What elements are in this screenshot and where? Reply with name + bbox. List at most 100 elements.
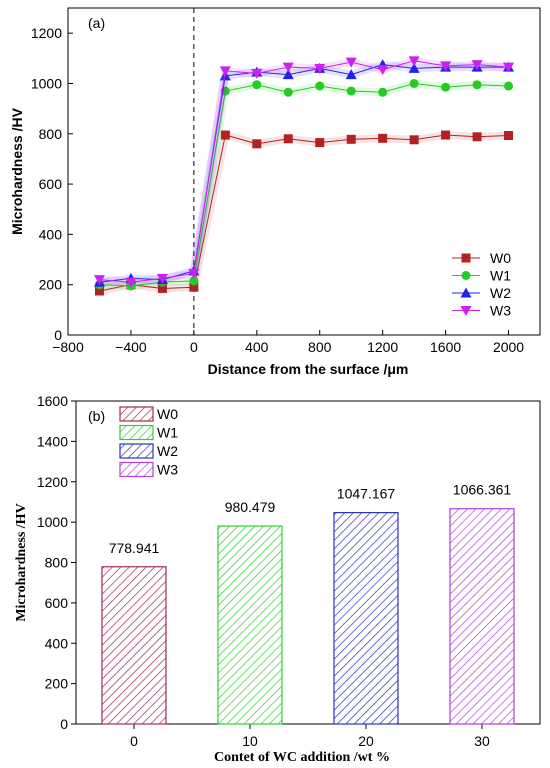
chart-b-legend-item-w0: W0 <box>119 406 178 422</box>
chart-b-legend-label: W0 <box>157 406 178 422</box>
chart-a-data-point <box>472 80 482 90</box>
chart-b-bar <box>101 566 167 725</box>
chart-a-series-line <box>99 64 509 283</box>
chart-b-y-tick-label: 1200 <box>37 474 68 490</box>
chart-a-data-point <box>283 134 293 144</box>
chart-a-data-point <box>408 62 420 73</box>
chart-a-data-point <box>471 60 483 71</box>
chart-b-y-tick-label: 200 <box>45 676 69 692</box>
chart-a-data-point <box>94 286 104 296</box>
chart-a-data-point <box>408 56 420 67</box>
chart-a-y-tick-label: 600 <box>39 176 63 192</box>
chart-b-bar-group-20: 1047.167 <box>333 486 399 725</box>
chart-b-bar-value-label: 1047.167 <box>337 486 396 502</box>
chart-b-y-tick-label: 0 <box>60 716 68 732</box>
chart-b-bar-value-label: 980.479 <box>225 499 276 515</box>
chart-a-x-tick-label: 400 <box>245 339 269 355</box>
chart-a-data-point <box>409 135 419 145</box>
chart-a-data-point <box>220 130 230 140</box>
chart-b-y-axis-title: Microhardness /HV <box>14 503 29 621</box>
chart-b-y-tick-label: 600 <box>45 595 69 611</box>
chart-a-x-tick-label: 1600 <box>430 339 461 355</box>
chart-a-data-point <box>282 62 294 73</box>
chart-a-data-point <box>93 275 105 286</box>
chart-a-data-point <box>345 57 357 68</box>
chart-a-series-line <box>99 60 509 283</box>
chart-b-bar-value-label: 1066.361 <box>453 482 512 498</box>
chart-a-data-point <box>346 134 356 144</box>
chart-a-data-point <box>378 87 388 97</box>
chart-a-series-halo <box>98 60 509 287</box>
chart-a-y-tick-label: 0 <box>54 327 62 343</box>
chart-a-y-tick-label: 400 <box>39 226 63 242</box>
chart-b-y-tick-label: 1400 <box>37 433 68 449</box>
chart-b-legend-swatch <box>119 461 154 478</box>
chart-b-x-tick-label: 0 <box>130 733 138 749</box>
chart-b-x-ticks: 0 10 20 30 <box>130 724 490 749</box>
chart-a-data-point <box>282 69 294 80</box>
chart-a-data-point <box>441 82 451 92</box>
chart-a-data-point <box>504 81 514 91</box>
chart-a-series-w2 <box>93 59 515 287</box>
chart-a-series-group <box>93 56 515 296</box>
chart-a: −800 −400 0 400 800 1200 1600 2000 0 200 400 600 80… <box>9 7 541 377</box>
chart-b-y-ticks: 0 200 400 600 800 1000 1200 1400 1600 <box>37 393 76 732</box>
chart-a-y-tick-label: 1200 <box>31 25 62 41</box>
chart-a-series-line <box>99 134 509 292</box>
chart-a-data-point <box>441 130 451 140</box>
chart-a-legend-item-w0: W0 <box>452 250 511 266</box>
chart-a-legend-marker <box>460 287 472 298</box>
chart-a-y-tick-label: 1000 <box>31 75 62 91</box>
chart-a-data-point <box>125 277 137 288</box>
chart-a-x-tick-label: 1200 <box>367 339 398 355</box>
chart-b-x-axis-title: Contet of WC addition /wt % <box>214 750 390 765</box>
chart-a-plot-frame <box>67 7 541 336</box>
chart-a-legend-label: W3 <box>490 303 511 319</box>
chart-b-x-tick-label: 10 <box>242 733 258 749</box>
chart-b-bar-group-0: 778.941 <box>101 540 167 725</box>
chart-a-data-point <box>346 86 356 96</box>
chart-b-bars: 778.941 980.479 1047.167 1066.361 <box>101 482 515 725</box>
chart-a-x-tick-label: 0 <box>190 339 198 355</box>
chart-b-legend-item-w2: W2 <box>119 443 178 459</box>
chart-a-series-halo <box>99 56 509 287</box>
chart-b-bar <box>449 508 515 725</box>
chart-b-bar-group-10: 980.479 <box>217 499 283 725</box>
chart-a-series-w0 <box>94 130 514 296</box>
chart-a-data-point <box>378 133 388 143</box>
chart-b-y-tick-label: 1600 <box>37 393 68 409</box>
chart-a-legend-item-w2: W2 <box>452 285 511 301</box>
chart-a-data-point <box>314 63 326 74</box>
chart-b-panel-label: (b) <box>88 408 105 424</box>
chart-a-legend-marker <box>461 253 471 263</box>
chart-b-legend-swatch <box>119 406 154 422</box>
chart-a-x-axis-title: Distance from the surface /μm <box>208 361 409 377</box>
chart-a-data-point <box>157 283 167 293</box>
chart-a-legend-label: W2 <box>490 285 511 301</box>
chart-a-y-tick-label: 200 <box>39 277 63 293</box>
chart-a-data-point <box>189 282 199 292</box>
chart-a-data-point <box>252 139 262 149</box>
chart-a-data-point <box>188 268 200 279</box>
chart-a-y-ticks: 0 200 400 600 800 1000 1200 <box>31 25 73 343</box>
chart-a-data-point <box>503 62 515 73</box>
chart-b-bar <box>333 512 399 725</box>
chart-a-y-axis-title: Microhardness /HV <box>9 107 25 234</box>
chart-a-x-tick-label: 800 <box>308 339 332 355</box>
chart-a-data-point <box>219 66 231 77</box>
chart-b-x-tick-label: 30 <box>474 733 490 749</box>
chart-a-series-w3 <box>93 56 515 288</box>
chart-b-bar-value-label: 778.941 <box>109 540 160 556</box>
chart-a-data-point <box>472 132 482 142</box>
chart-a-data-point <box>156 273 168 284</box>
chart-a-series-halo <box>98 130 509 295</box>
chart-a-data-point <box>440 61 452 72</box>
chart-a-data-point <box>377 65 389 76</box>
chart-a-y-tick-label: 800 <box>39 126 63 142</box>
chart-a-panel-label: (a) <box>88 15 105 31</box>
chart-b-y-tick-label: 400 <box>45 635 69 651</box>
chart-a-data-point <box>504 131 514 141</box>
chart-b-legend-item-w3: W3 <box>119 461 178 478</box>
chart-a-data-point <box>251 68 263 79</box>
